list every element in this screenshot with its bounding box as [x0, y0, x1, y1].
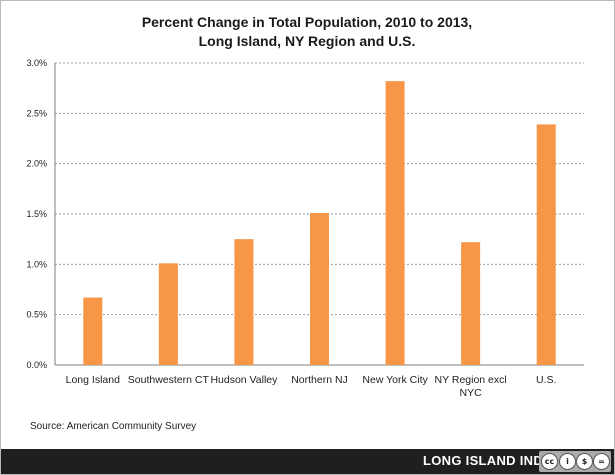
- bar: [536, 124, 556, 365]
- y-tick-label: 1.0%: [26, 259, 47, 269]
- brand-bar: LONG ISLAND INDEX cc i $ =: [1, 449, 614, 474]
- x-tick-label: NY Region excl: [435, 374, 507, 386]
- bar: [385, 81, 405, 366]
- x-tick-label: New York City: [362, 374, 428, 386]
- chart-title-line: Percent Change in Total Population, 2010…: [142, 14, 472, 30]
- y-tick-label: 2.0%: [26, 159, 47, 169]
- x-tick-label: Hudson Valley: [210, 374, 278, 386]
- x-tick-label: Southwestern CT: [128, 374, 210, 386]
- brand-logo-text: LONG ISLAND INDEX: [423, 453, 561, 468]
- bar: [461, 242, 481, 365]
- y-tick-label: 2.5%: [26, 108, 47, 118]
- y-tick-label: 0.5%: [26, 310, 47, 320]
- by-icon: i: [559, 453, 576, 470]
- source-note: Source: American Community Survey: [30, 421, 196, 432]
- bar: [234, 239, 254, 365]
- x-tick-label: Long Island: [66, 374, 120, 386]
- y-tick-label: 3.0%: [26, 58, 47, 68]
- bar: [83, 297, 103, 365]
- bar: [310, 212, 329, 365]
- x-tick-label: NYC: [460, 387, 483, 399]
- x-tick-label: U.S.: [536, 374, 556, 386]
- cc-license-badge[interactable]: cc i $ =: [539, 451, 611, 472]
- nc-icon: $: [576, 453, 593, 470]
- bar-chart: Percent Change in Total Population, 2010…: [26, 14, 584, 432]
- nd-icon: =: [593, 453, 610, 470]
- chart-title-line: Long Island, NY Region and U.S.: [199, 33, 416, 49]
- x-tick-label: Northern NJ: [291, 374, 348, 386]
- y-tick-label: 1.5%: [26, 209, 47, 219]
- bar: [158, 263, 178, 365]
- cc-icon: cc: [541, 453, 558, 470]
- y-tick-label: 0.0%: [26, 360, 47, 370]
